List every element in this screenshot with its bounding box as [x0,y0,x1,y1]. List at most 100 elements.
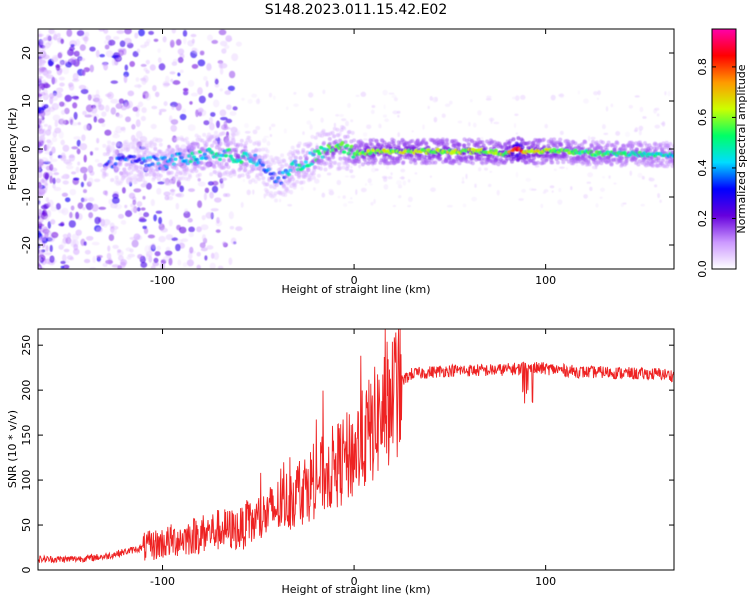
spectrogram-cell [145,92,151,101]
spectrogram-cell [465,173,468,180]
spectrogram-cell [661,121,666,127]
spectrogram-cell [570,186,573,191]
spectrogram-cell [53,172,60,176]
spectrogram-cell [265,149,270,154]
spectrogram-cell [96,254,103,259]
spectrogram-cell [57,38,62,45]
spectrogram-cell [151,243,156,250]
spectrogram-cell [438,156,443,161]
spectrogram-cell [648,148,653,153]
spectrogram-cell [518,198,524,201]
snr-marks [38,329,674,564]
spectrogram-cell [93,94,101,99]
snr-ticks: -100 0 100 0 50 100 150 200 250 [20,329,674,588]
spectrogram-cell [360,141,365,146]
spectrogram-cell [111,58,116,66]
spectrogram-cell [378,160,383,165]
spectrogram-cell [51,231,59,239]
spectrogram-cell [175,243,181,252]
spectrogram-cell [166,147,171,152]
spectrogram-cell [110,98,119,104]
spectrogram-cell [216,120,220,129]
spectrogram-cell [181,176,186,181]
spectrogram-cell [55,87,64,93]
spectrogram-cell [84,249,91,255]
spectrogram-cell [215,229,221,233]
spectrogram-cell [164,250,173,256]
spectrogram-cell [264,153,269,158]
spectrogram-cell [219,161,224,166]
spectrogram-cell [328,190,335,196]
spectrogram-cell [671,154,674,159]
spectrogram-cell [273,172,278,177]
spectrogram-cell [587,172,594,178]
spectrogram-cell [111,197,120,204]
spectrogram-cell [114,175,119,180]
spectrogram-cell [599,196,603,199]
spectrogram-cell [102,262,108,267]
spectrogram-cell [433,160,438,165]
spectrogram-cell [50,206,58,212]
spectrogram-cell [154,251,161,257]
spectrogram-cell [191,63,199,69]
spectrogram-cell [228,211,234,220]
spectrogram-cell [194,169,199,173]
spectrogram-cell [96,227,102,233]
spectrogram-cell [197,177,201,182]
spectrogram-cell [46,145,52,149]
spectrogram-cell [347,153,352,158]
spectrogram-cell [364,142,369,147]
spectrogram-cell [92,256,96,263]
spectrogram-cell [151,105,158,110]
spectrogram-cell [272,95,276,100]
spectrogram-cell [68,84,75,91]
spectrogram-cell [414,172,418,175]
spectrogram-cell [291,153,296,158]
spectrogram-cell [47,107,56,112]
spectrogram-cell [448,100,453,105]
spectrogram-cell [199,50,205,56]
spectrogram-cell [535,145,540,149]
spectrogram-cell [259,172,264,177]
spectrogram-cell [421,139,426,143]
spectrogram-cell [123,37,132,45]
spectrogram-cell [392,110,399,115]
spectrogram-cell [257,148,262,152]
snr-y-tick-label: 50 [20,518,33,532]
spectrogram-cell [152,137,159,142]
snr-y-tick-label: 0 [20,567,33,574]
spectrogram-cell [62,264,70,269]
spectrogram-cell [65,165,74,170]
spectrogram-cell [250,167,255,172]
spectrogram-cell [373,158,378,163]
spectrogram-cell [184,136,189,141]
spectrogram-cell [347,102,351,108]
spectrogram-cell [76,139,81,147]
spectrogram-cell [345,134,350,139]
spectrogram-cell [429,175,432,178]
spectrogram-cell [48,92,55,99]
spectrogram-cell [422,124,425,130]
spectrogram-cell [345,166,350,171]
spectrogram-cell [38,30,42,35]
spectrogram-cell [88,197,95,202]
spectrogram-cell [296,150,301,155]
spectrogram-cell [140,261,148,268]
spectrogram-cell [385,164,390,170]
spectrogram-cell [457,161,462,166]
spectrogram-cell [360,187,367,193]
spectrogram-cell [190,92,198,97]
spectrogram-cell [42,92,49,101]
spectrogram-x-axis-label: Height of straight line (km) [281,283,430,296]
spectrogram-cell [606,140,611,145]
spectrogram-cell [345,143,350,148]
spectrogram-cell [332,151,336,156]
spectrogram-cell [457,120,463,124]
spectrogram-cell [278,198,282,203]
spectrogram-cell [126,147,131,152]
spectrogram-cell [520,94,526,100]
spectrogram-cell [221,131,226,136]
spectrogram-cell [207,157,212,162]
spectrogram-cell [138,212,143,216]
spectrogram-cell [115,142,120,147]
